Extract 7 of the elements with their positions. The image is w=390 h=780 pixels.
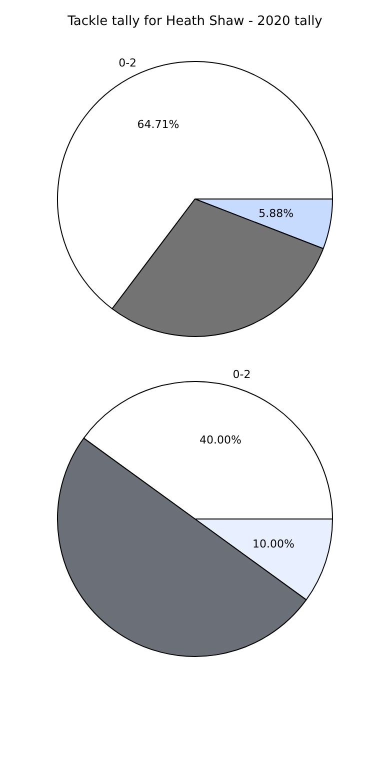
data-label: 5.88% bbox=[258, 207, 294, 220]
data-label: 40.00% bbox=[200, 433, 242, 446]
data-label: 64.71% bbox=[137, 118, 180, 132]
slice-label: 0-2 bbox=[118, 56, 137, 70]
chart-title: Tackle tally for Heath Shaw - 2020 tally bbox=[66, 14, 324, 29]
slice-label: 0-2 bbox=[232, 368, 251, 382]
data-label: 10.00% bbox=[252, 537, 294, 550]
